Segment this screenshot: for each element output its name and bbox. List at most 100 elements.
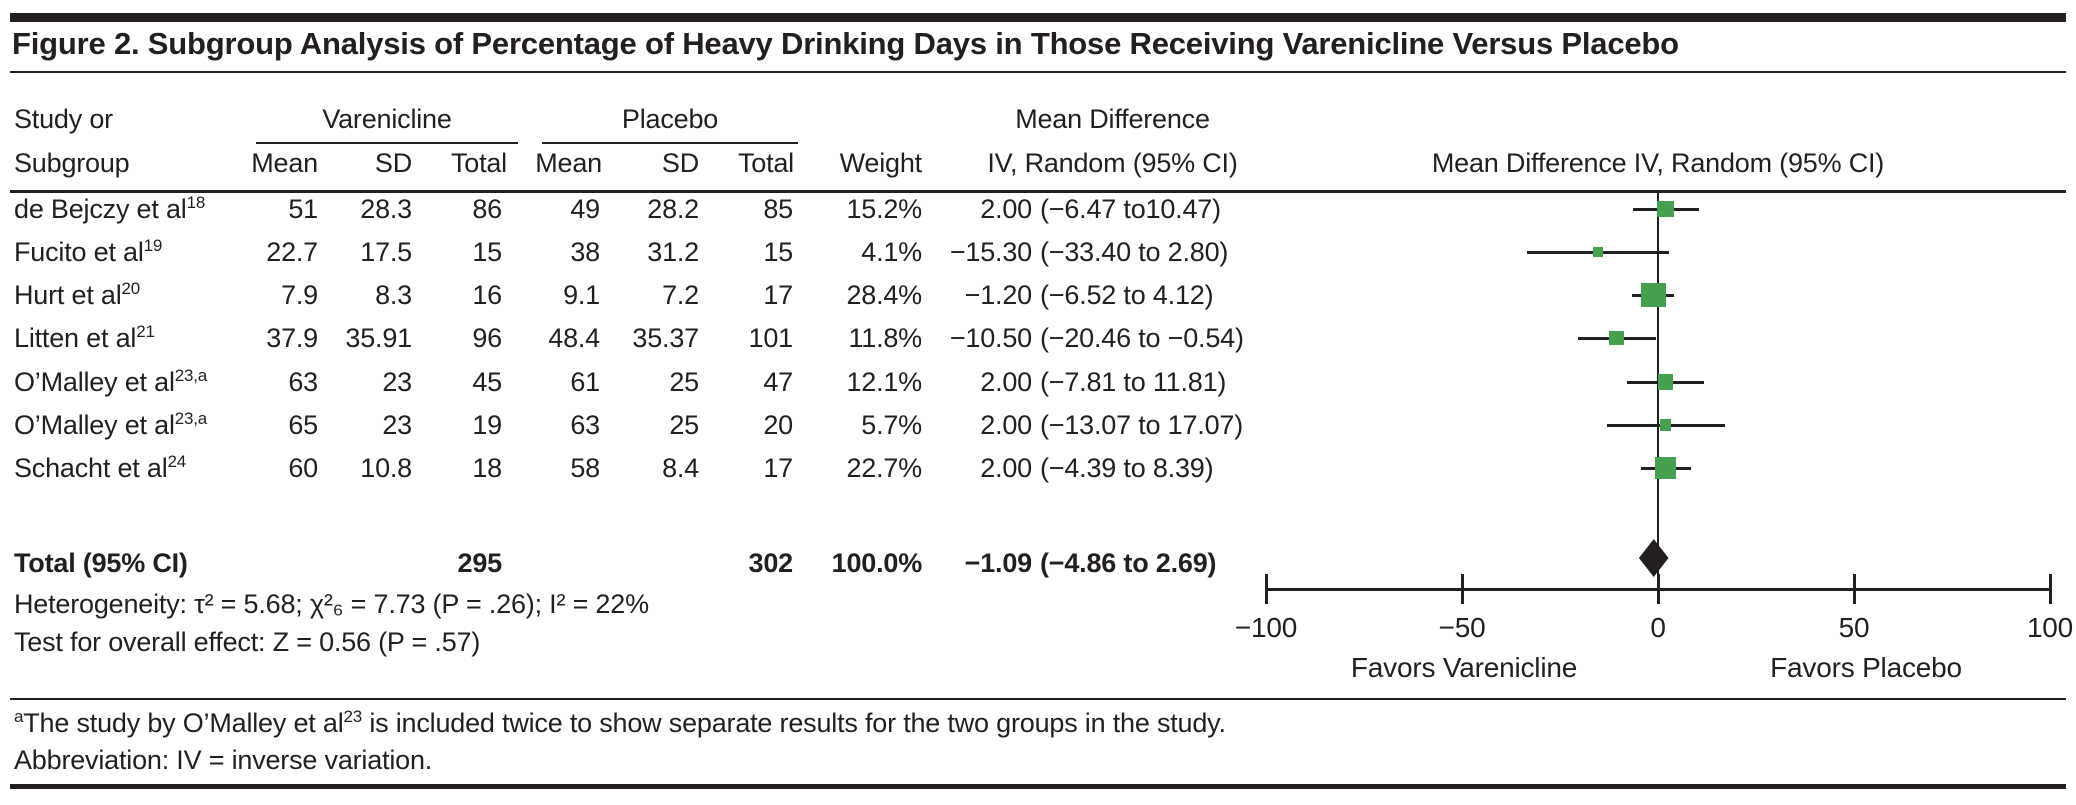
study-row: Schacht et al24 60 10.8 18 58 8.4 17 22.7% 2.00 (… [0,447,1310,490]
study-row: O’Malley et al23,a 65 23 19 63 25 20 5.7% 2.00 (−… [0,404,1310,447]
footnote-a-marker: a [14,707,24,726]
header-mean-difference-line2: IV, Random (95% CI) [987,148,1238,178]
study-reference-sup: 18 [186,193,206,212]
figure-title: Figure 2. Subgroup Analysis of Percentag… [12,26,1679,61]
effect-estimate: −10.50 [949,323,1032,353]
confidence-interval: (−7.81 to 11.81) [1040,367,1227,397]
total-effect-diamond [1638,539,1669,577]
placebo-sd: 7.2 [662,280,699,310]
study-row: O’Malley et al23,a 63 23 45 61 25 47 12.1% 2.00 (… [0,361,1310,404]
confidence-interval: (−6.52 to 4.12) [1040,280,1214,310]
confidence-interval: (−13.07 to 17.07) [1040,410,1244,440]
axis-tick-label: 50 [1838,612,1870,643]
title-divider [10,71,2066,73]
header-placebo-sd: SD [661,148,699,178]
plot-header: Mean Difference IV, Random (95% CI) [1431,148,1885,178]
placebo-group-underline [542,142,798,144]
effect-estimate: 2.00 [980,194,1032,224]
study-reference-sup: 23,a [174,409,208,428]
placebo-sd: 8.4 [662,453,699,483]
effect-estimate: −15.30 [949,237,1032,267]
placebo-mean: 63 [570,410,600,440]
footnote-divider [10,698,2066,700]
weight-value: 28.4% [846,280,922,310]
effect-marker [1641,282,1666,308]
study-label: Schacht et al24 [14,452,187,483]
axis-tick-label: 100 [2026,612,2074,643]
effect-marker [1657,200,1675,218]
varenicline-sd: 10.8 [360,453,412,483]
axis-tick [1852,574,1856,604]
placebo-mean: 38 [570,237,600,267]
effect-marker [1658,374,1674,390]
header-group-varenicline: Varenicline [322,104,452,134]
axis-tick [1460,574,1464,604]
placebo-sd: 31.2 [647,237,699,267]
study-reference-sup: 24 [167,452,187,471]
placebo-total: 47 [763,367,793,397]
footnote-a: aThe study by O’Malley et al23 is includ… [14,708,1226,739]
header-divider [10,190,2066,193]
varenicline-mean: 22.7 [266,237,318,267]
effect-marker [1592,246,1604,258]
weight-value: 12.1% [846,367,922,397]
study-reference-sup: 20 [121,279,141,298]
study-row: de Bejczy et al18 51 28.3 86 49 28.2 85 15.2% 2.… [0,188,1310,231]
confidence-interval: (−6.47 to10.47) [1040,194,1221,224]
placebo-mean: 9.1 [563,280,600,310]
study-label: Fucito et al19 [14,236,163,267]
placebo-mean: 48.4 [548,323,600,353]
study-label: Litten et al21 [14,322,155,353]
placebo-total: 17 [763,280,793,310]
study-row: Hurt et al20 7.9 8.3 16 9.1 7.2 17 28.4% −1.20 (−… [0,274,1310,317]
study-label: de Bejczy et al18 [14,193,206,224]
axis-tick [2048,574,2052,604]
effect-estimate: 2.00 [980,367,1032,397]
study-label: O’Malley et al23,a [14,409,208,440]
overall-effect-stats: Test for overall effect: Z = 0.56 (P = .… [14,627,481,657]
study-row: Litten et al21 37.9 35.91 96 48.4 35.37 101 11.… [0,317,1310,360]
axis-tick-label: −50 [1438,612,1486,643]
footnote-a-reference: 23 [343,707,363,726]
placebo-total: 17 [763,453,793,483]
placebo-mean: 61 [570,367,600,397]
varenicline-mean: 65 [288,410,318,440]
footnote-a-text: The study by O’Malley et al [23,708,344,738]
favors-left-label: Favors Varenicline [1350,652,1578,683]
total-varenicline-n: 295 [457,548,503,578]
placebo-total: 101 [748,323,794,353]
varenicline-sd: 23 [382,410,412,440]
placebo-sd: 28.2 [647,194,699,224]
varenicline-sd: 8.3 [375,280,412,310]
study-reference-sup: 19 [143,236,163,255]
favors-right-label: Favors Placebo [1770,652,1962,683]
effect-estimate: 2.00 [980,453,1032,483]
varenicline-mean: 37.9 [266,323,318,353]
varenicline-sd: 35.91 [345,323,412,353]
zero-reference-line [1657,191,1659,588]
header-placebo-mean: Mean [535,148,602,178]
varenicline-mean: 7.9 [281,280,318,310]
varenicline-total: 15 [472,237,502,267]
placebo-mean: 58 [570,453,600,483]
header-placebo-total: Total [737,148,794,178]
varenicline-sd: 23 [382,367,412,397]
total-placebo-n: 302 [748,548,794,578]
effect-estimate: −1.20 [964,280,1033,310]
effect-marker [1609,330,1625,346]
varenicline-total: 96 [472,323,502,353]
placebo-total: 85 [763,194,793,224]
placebo-total: 20 [763,410,793,440]
placebo-sd: 25 [669,410,699,440]
varenicline-mean: 51 [288,194,318,224]
varenicline-group-underline [256,142,518,144]
varenicline-mean: 60 [288,453,318,483]
weight-value: 5.7% [861,410,922,440]
varenicline-sd: 17.5 [360,237,412,267]
placebo-total: 15 [763,237,793,267]
total-row: Total (95% CI) 295 302 100.0% −1.09 (−4.… [0,542,1310,585]
header-mean-difference-line1: Mean Difference [1015,104,1210,134]
effect-marker [1655,457,1677,479]
varenicline-total: 19 [472,410,502,440]
